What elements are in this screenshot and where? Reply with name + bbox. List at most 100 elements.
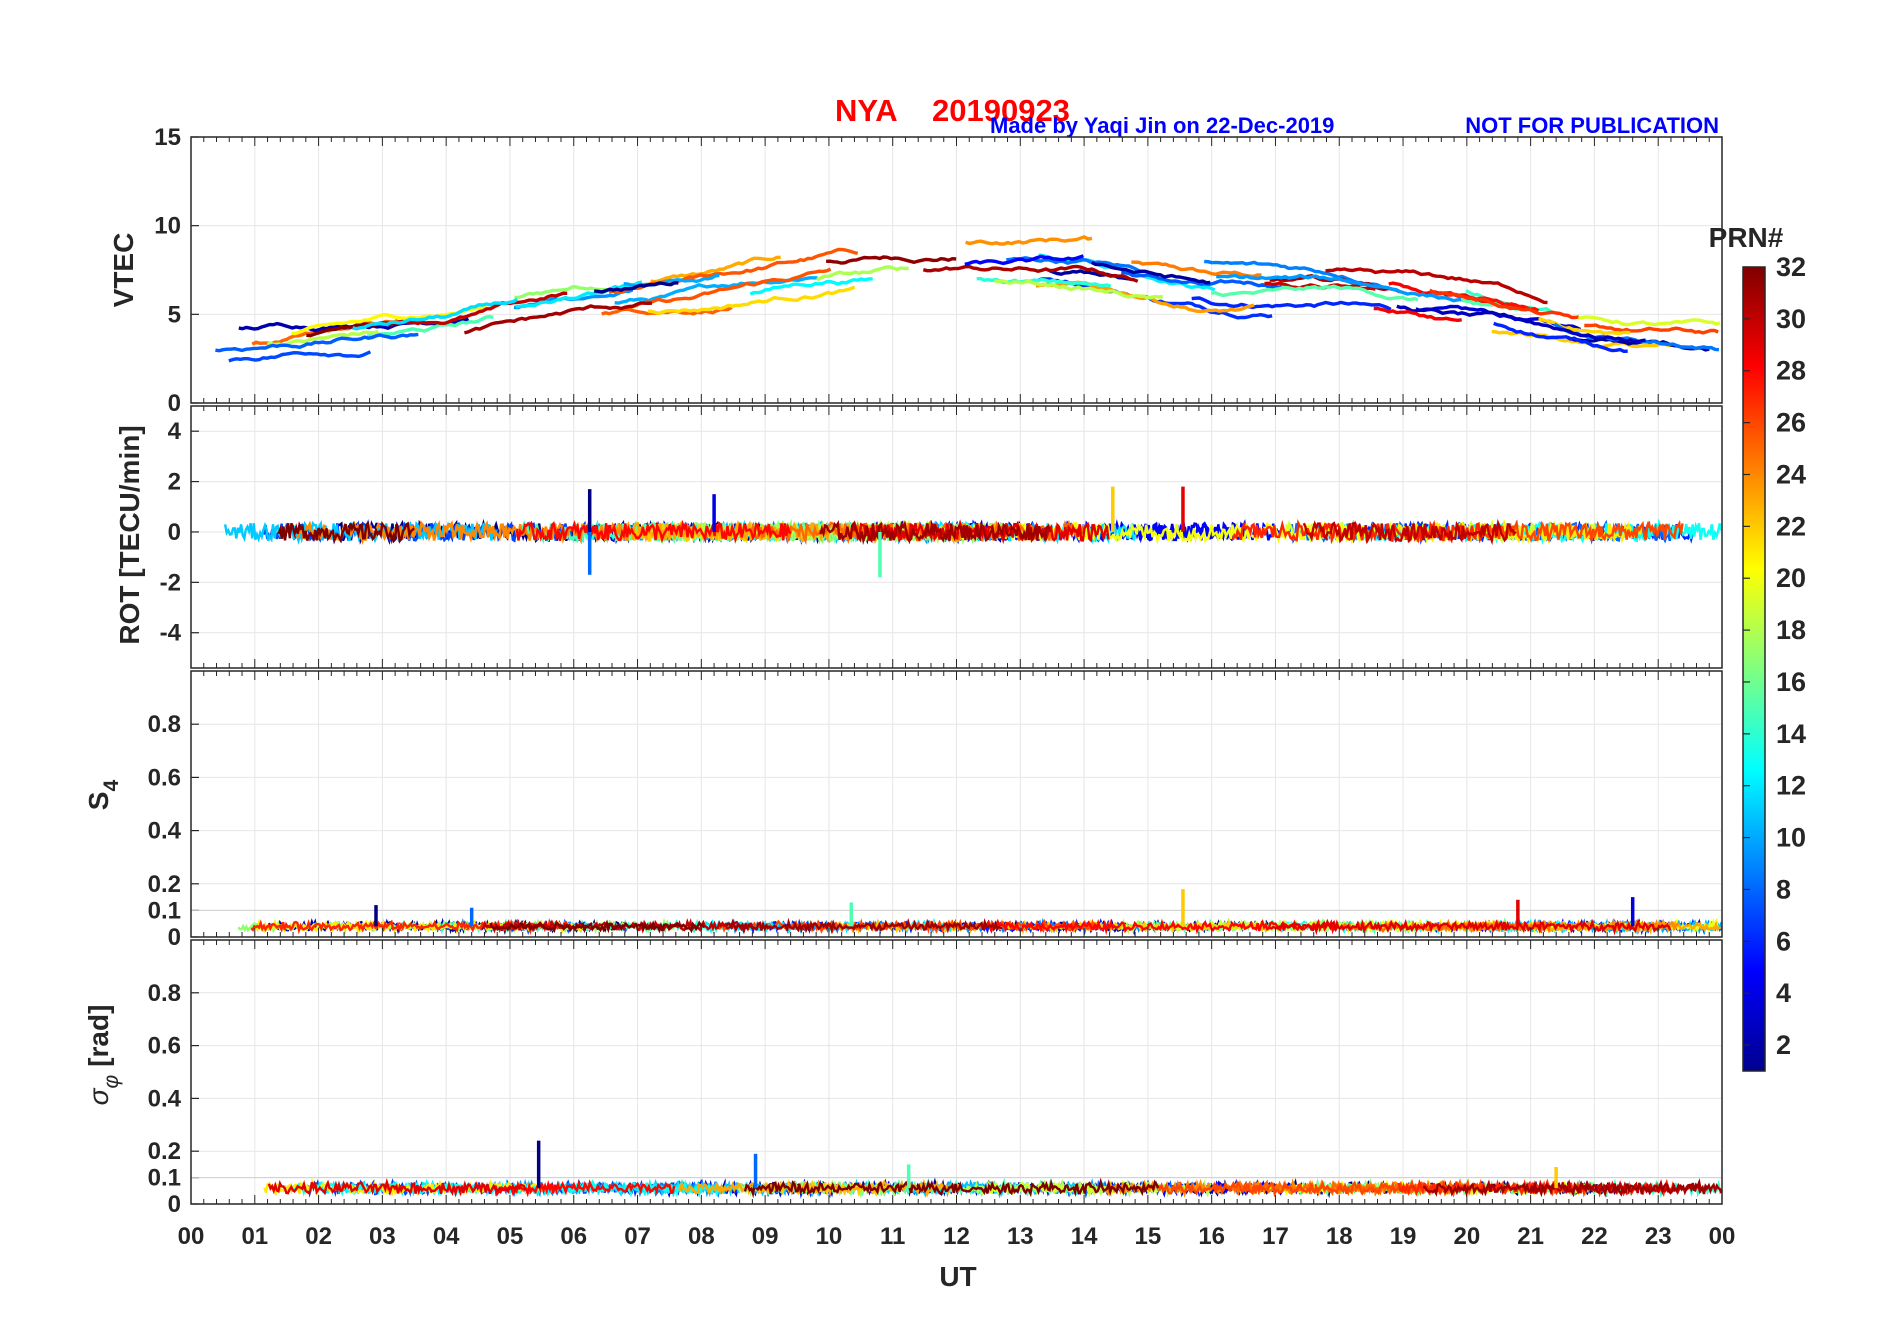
colorbar-title: PRN#: [1709, 222, 1784, 253]
x-tick-label: 10: [816, 1223, 843, 1250]
sigma-phi-series-trace: [267, 1178, 527, 1198]
s4-ytick-label: 0.6: [148, 764, 181, 791]
vtec-series-trace: [515, 280, 643, 309]
vtec-series-trace: [1428, 288, 1580, 320]
vtec-ytick-label: 0: [168, 390, 181, 417]
x-tick-label: 04: [433, 1223, 460, 1250]
vtec-series-trace: [1396, 304, 1646, 344]
vtec-ytick-label: 10: [154, 213, 181, 240]
colorbar-tick-label: 16: [1776, 667, 1806, 697]
x-tick-label: 11: [880, 1223, 905, 1250]
s4-ytick-label: 0.4: [148, 818, 182, 845]
sigma-phi-series-trace: [1422, 1178, 1723, 1198]
title-station: NYA: [835, 93, 898, 128]
vtec-series-trace: [366, 315, 494, 339]
sigma-phi-ytick-label: 0.8: [148, 980, 181, 1007]
x-tick-label: 05: [497, 1223, 524, 1250]
colorbar-tick-label: 8: [1776, 874, 1791, 904]
s4-series-trace: [489, 919, 706, 934]
sigma-ylabel: σφ [rad]: [83, 1005, 123, 1106]
vtec-frame: [190, 136, 1723, 404]
rot-series-trace: [515, 519, 792, 544]
vtec-series-trace: [650, 255, 781, 284]
colorbar-tick-label: 32: [1776, 252, 1806, 282]
s4-series-trace: [725, 917, 1003, 935]
sigma-ylabel-unit: [rad]: [83, 1005, 114, 1067]
rot-ytick-label: -4: [160, 620, 182, 647]
x-tick-label: 07: [624, 1223, 651, 1250]
x-tick-label: 22: [1581, 1223, 1608, 1250]
vtec-series-trace: [594, 281, 679, 294]
vtec-series-trace: [623, 267, 832, 311]
vtec-series-trace: [352, 297, 519, 331]
colorbar-tick-label: 24: [1776, 459, 1806, 489]
x-tick-label: 19: [1390, 1223, 1417, 1250]
x-tick-label: 23: [1645, 1223, 1672, 1250]
x-tick-label: 18: [1326, 1223, 1353, 1250]
vtec-series-trace: [965, 235, 1093, 246]
sigma-phi-ytick-label: 0.6: [148, 1033, 181, 1060]
x-tick-label: 08: [688, 1223, 715, 1250]
colorbar-tick-label: 26: [1776, 408, 1806, 438]
colorbar-tick-label: 12: [1776, 771, 1806, 801]
vtec-series-trace: [1373, 306, 1462, 322]
vtec-series-trace: [1493, 321, 1628, 353]
vtec-series-trace: [1210, 284, 1419, 302]
vtec-traces: [215, 235, 1721, 363]
x-tick-label: 20: [1453, 1223, 1480, 1250]
vtec-series-trace: [1191, 296, 1392, 311]
x-tick-label: 15: [1135, 1223, 1162, 1250]
sigma-phi-series-trace: [743, 1177, 1160, 1199]
title-date: 20190923: [932, 93, 1070, 128]
rot-traces: [223, 486, 1723, 578]
s4-panel: 00.10.2 0.4 0.6 0.8: [148, 670, 1723, 951]
sigma-phi-ytick-label: 0.2: [148, 1138, 181, 1165]
vtec-ylabel: VTEC: [108, 233, 139, 308]
sigma-phi-series-trace: [1157, 1178, 1589, 1198]
sigma-phi-series-trace: [288, 1178, 725, 1199]
vtec-series-trace: [1131, 260, 1262, 278]
rot-frame: [190, 405, 1723, 669]
x-tick-label: 13: [1007, 1223, 1034, 1250]
vtec-series-trace: [1538, 317, 1631, 336]
vtec-ytick-label: 15: [154, 124, 181, 151]
x-tick-label: 00: [1709, 1223, 1736, 1250]
s4-ytick-label: 0: [168, 924, 181, 951]
x-tick-label: 09: [752, 1223, 779, 1250]
s4-ytick-label: 0.2: [148, 871, 181, 898]
rot-ytick-label: -2: [160, 569, 181, 596]
colorbar-tick-label: 30: [1776, 304, 1806, 334]
vtec-series-trace: [826, 255, 957, 265]
colorbar-tick-label: 2: [1776, 1030, 1791, 1060]
x-tick-label: 06: [560, 1223, 587, 1250]
x-tick-label: 03: [369, 1223, 396, 1250]
s4-ylabel-main: S: [83, 792, 114, 811]
vtec-series-trace: [749, 277, 873, 296]
sigma-ylabel-sub: φ: [100, 1075, 123, 1089]
s4-ylabel-sub: 4: [100, 780, 123, 792]
vtec-series-trace: [1584, 323, 1719, 335]
x-axis-label: UT: [939, 1261, 976, 1292]
x-tick-label: 21: [1517, 1223, 1544, 1250]
x-tick-label: 00: [178, 1223, 205, 1250]
colorbar-tick-label: 20: [1776, 563, 1806, 593]
s4-ytick-label: 0.1: [148, 897, 181, 924]
vtec-series-trace: [964, 254, 1084, 266]
s4-frame: [190, 670, 1723, 938]
rot-ylabel: ROT [TECU/min]: [114, 425, 145, 644]
credit-text: Made by Yaqi Jin on 22-Dec-2019: [990, 113, 1334, 138]
vtec-series-trace: [383, 291, 568, 327]
rot-series-trace: [819, 519, 1052, 546]
rot-panel: -4 -2 0 2 4: [160, 405, 1723, 669]
x-tick-label: 02: [305, 1223, 332, 1250]
vtec-series-trace: [215, 332, 419, 353]
sigma-phi-traces: [263, 1140, 1723, 1199]
vtec-series-trace: [1121, 270, 1283, 290]
x-tick-label: 14: [1071, 1223, 1098, 1250]
s4-ytick-label: 0.8: [148, 711, 181, 738]
sigma-phi-series-trace: [491, 1179, 676, 1198]
vtec-series-trace: [1578, 315, 1721, 327]
vtec-series-trace: [994, 279, 1163, 300]
vtec-series-trace: [1216, 273, 1462, 303]
